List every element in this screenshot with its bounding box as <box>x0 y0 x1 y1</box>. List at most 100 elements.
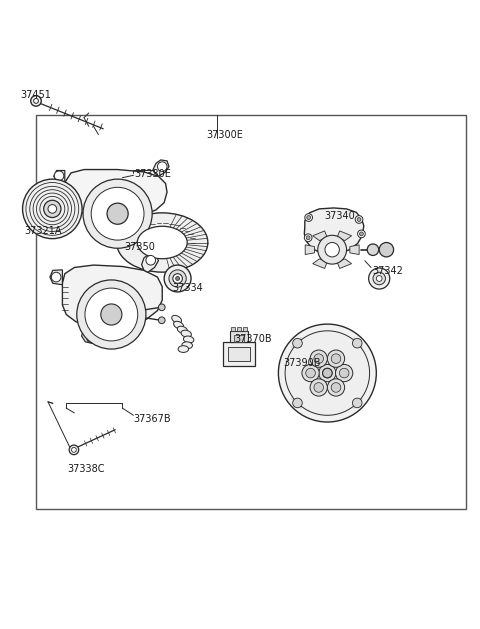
Bar <box>234 335 244 342</box>
Text: 37342: 37342 <box>372 266 403 276</box>
Polygon shape <box>337 231 352 240</box>
Text: 37451: 37451 <box>20 90 51 100</box>
Polygon shape <box>54 170 65 182</box>
Circle shape <box>285 331 370 415</box>
Circle shape <box>87 334 96 343</box>
Circle shape <box>31 96 41 106</box>
Circle shape <box>77 280 146 349</box>
Text: 37367B: 37367B <box>133 414 171 424</box>
Circle shape <box>54 171 64 181</box>
Polygon shape <box>312 231 327 240</box>
Ellipse shape <box>172 315 181 323</box>
Circle shape <box>164 265 191 292</box>
Circle shape <box>157 162 167 172</box>
Polygon shape <box>62 265 162 328</box>
Circle shape <box>376 276 382 281</box>
Circle shape <box>305 214 312 221</box>
Bar <box>36 115 466 509</box>
Circle shape <box>319 364 336 382</box>
Circle shape <box>302 364 319 382</box>
Circle shape <box>352 338 362 348</box>
Circle shape <box>48 204 57 213</box>
Circle shape <box>327 350 345 367</box>
Circle shape <box>44 200 61 218</box>
Bar <box>228 347 250 361</box>
Circle shape <box>169 270 186 287</box>
Text: 37390B: 37390B <box>283 359 321 369</box>
Polygon shape <box>304 208 364 254</box>
Polygon shape <box>153 160 169 176</box>
Circle shape <box>355 216 363 223</box>
Circle shape <box>352 398 362 408</box>
Circle shape <box>379 243 394 257</box>
Circle shape <box>306 236 310 240</box>
Bar <box>231 326 235 331</box>
Circle shape <box>367 244 379 255</box>
Circle shape <box>339 368 349 378</box>
Polygon shape <box>305 245 314 255</box>
Polygon shape <box>94 217 109 230</box>
Text: 37330E: 37330E <box>134 169 171 179</box>
Circle shape <box>314 382 324 392</box>
Circle shape <box>310 379 327 396</box>
Text: 37350: 37350 <box>124 242 155 252</box>
Circle shape <box>336 364 353 382</box>
Circle shape <box>158 304 165 311</box>
Circle shape <box>278 324 376 422</box>
Ellipse shape <box>181 330 192 337</box>
Ellipse shape <box>137 226 187 259</box>
Ellipse shape <box>183 336 194 343</box>
Text: 37321A: 37321A <box>24 226 61 235</box>
Circle shape <box>51 272 61 282</box>
Text: 37334: 37334 <box>173 283 204 293</box>
Bar <box>243 326 247 331</box>
Circle shape <box>173 274 182 283</box>
Polygon shape <box>142 253 158 272</box>
Text: 37338C: 37338C <box>67 464 105 474</box>
Circle shape <box>107 203 128 225</box>
Circle shape <box>307 216 311 220</box>
Circle shape <box>331 354 341 364</box>
Circle shape <box>314 354 324 364</box>
Text: 37340: 37340 <box>324 211 355 221</box>
Circle shape <box>357 218 361 221</box>
Circle shape <box>146 255 156 265</box>
Circle shape <box>360 232 363 236</box>
Circle shape <box>83 179 152 248</box>
Bar <box>230 331 248 342</box>
Ellipse shape <box>117 213 208 272</box>
Circle shape <box>34 99 38 103</box>
Circle shape <box>91 187 144 240</box>
Bar <box>237 326 241 331</box>
Circle shape <box>158 317 165 323</box>
Polygon shape <box>65 170 167 218</box>
Ellipse shape <box>174 321 183 329</box>
Text: 37300E: 37300E <box>206 130 243 140</box>
Circle shape <box>325 243 339 257</box>
Circle shape <box>318 235 347 264</box>
Circle shape <box>72 447 76 452</box>
Circle shape <box>373 272 385 285</box>
Circle shape <box>323 368 332 378</box>
Ellipse shape <box>178 346 189 352</box>
Polygon shape <box>337 259 352 269</box>
Circle shape <box>293 338 302 348</box>
Polygon shape <box>50 270 62 285</box>
Circle shape <box>23 179 82 238</box>
Circle shape <box>323 368 332 378</box>
Circle shape <box>176 277 180 281</box>
Circle shape <box>85 288 138 341</box>
Circle shape <box>331 382 341 392</box>
Circle shape <box>306 368 315 378</box>
Circle shape <box>304 234 312 242</box>
Circle shape <box>327 379 345 396</box>
Polygon shape <box>312 259 327 269</box>
Bar <box>223 342 255 366</box>
Ellipse shape <box>182 342 192 348</box>
Circle shape <box>69 445 79 455</box>
Circle shape <box>369 268 390 289</box>
Circle shape <box>101 304 122 325</box>
Circle shape <box>310 350 327 367</box>
Polygon shape <box>350 245 359 255</box>
Text: 37370B: 37370B <box>234 333 272 343</box>
